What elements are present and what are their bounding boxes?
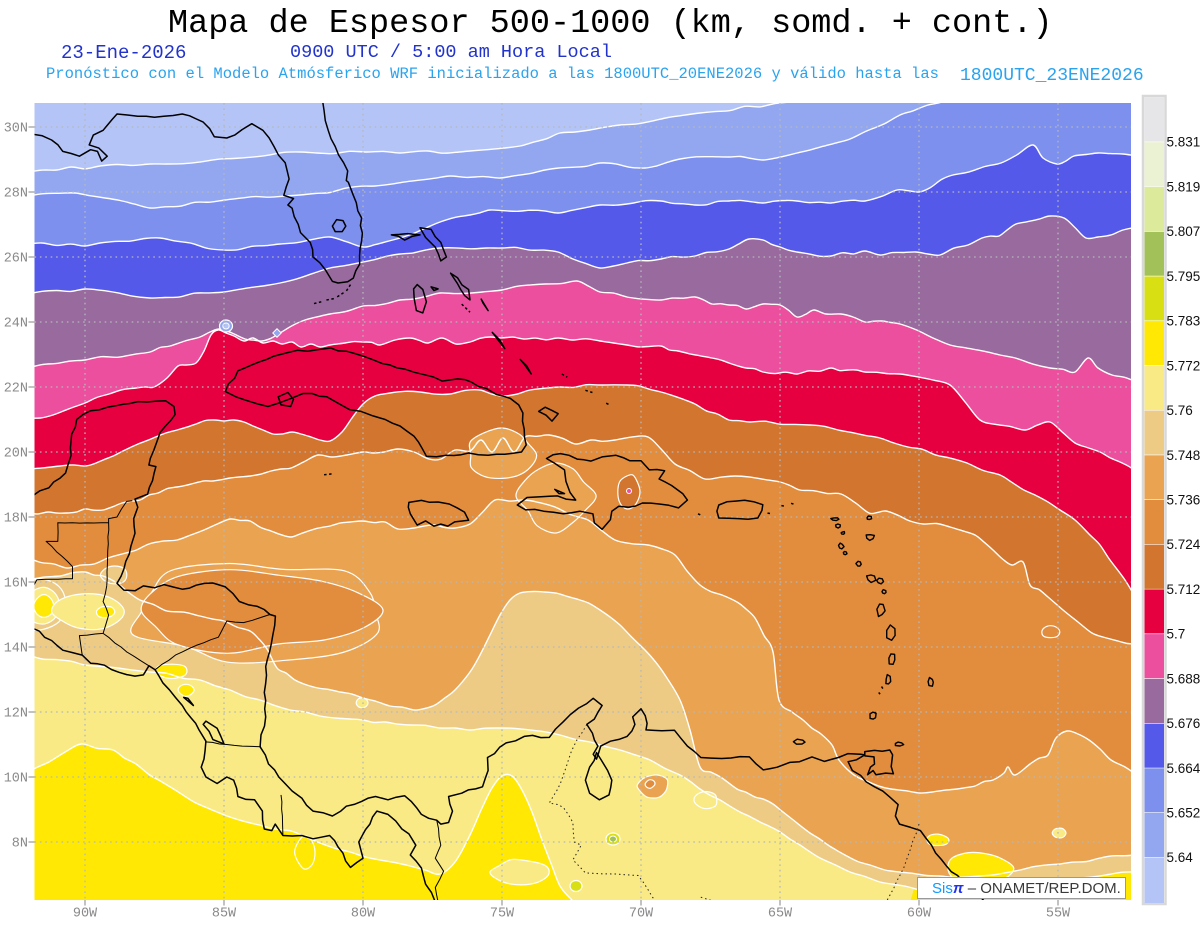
svg-text:55W: 55W: [1046, 907, 1071, 922]
svg-text:28N: 28N: [4, 187, 28, 202]
svg-text:80W: 80W: [351, 907, 376, 922]
svg-text:5.76: 5.76: [1167, 403, 1193, 418]
svg-text:18N: 18N: [4, 512, 28, 527]
svg-text:5.7: 5.7: [1167, 627, 1186, 642]
svg-text:75W: 75W: [490, 907, 515, 922]
svg-text:5.652: 5.652: [1167, 806, 1200, 821]
svg-text:5.676: 5.676: [1167, 716, 1200, 731]
svg-text:85W: 85W: [212, 907, 237, 922]
svg-text:5.736: 5.736: [1167, 493, 1200, 508]
svg-text:26N: 26N: [4, 252, 28, 267]
svg-text:5.772: 5.772: [1167, 358, 1200, 373]
svg-text:8N: 8N: [12, 837, 28, 852]
svg-text:5.64: 5.64: [1167, 850, 1194, 865]
svg-text:70W: 70W: [629, 907, 654, 922]
svg-text:5.748: 5.748: [1167, 448, 1200, 463]
svg-text:5.688: 5.688: [1167, 671, 1200, 686]
svg-text:5.807: 5.807: [1167, 224, 1200, 239]
svg-text:20N: 20N: [4, 447, 28, 462]
svg-text:90W: 90W: [73, 907, 98, 922]
svg-text:5.819: 5.819: [1167, 179, 1200, 194]
svg-text:14N: 14N: [4, 642, 28, 657]
svg-text:60W: 60W: [907, 907, 932, 922]
svg-text:24N: 24N: [4, 317, 28, 332]
svg-text:5.795: 5.795: [1167, 269, 1200, 284]
svg-text:22N: 22N: [4, 382, 28, 397]
svg-text:10N: 10N: [4, 772, 28, 787]
svg-text:65W: 65W: [768, 907, 793, 922]
svg-text:30N: 30N: [4, 122, 28, 137]
svg-text:16N: 16N: [4, 577, 28, 592]
svg-text:5.712: 5.712: [1167, 582, 1200, 597]
svg-text:5.664: 5.664: [1167, 761, 1200, 776]
svg-text:5.724: 5.724: [1167, 537, 1200, 552]
svg-text:5.831: 5.831: [1167, 135, 1200, 150]
svg-text:5.783: 5.783: [1167, 314, 1200, 329]
svg-text:12N: 12N: [4, 707, 28, 722]
